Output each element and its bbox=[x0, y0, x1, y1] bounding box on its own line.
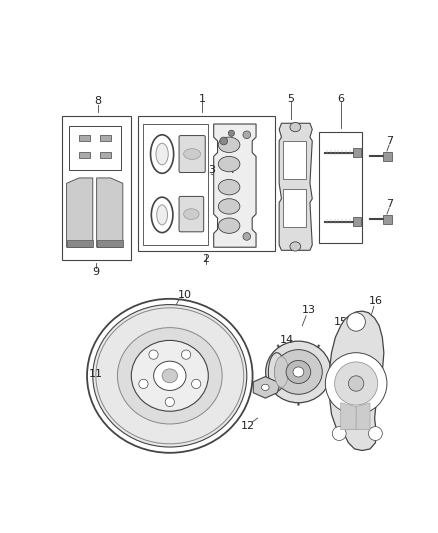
Circle shape bbox=[349, 376, 364, 391]
Bar bbox=[319, 132, 362, 243]
Circle shape bbox=[332, 426, 346, 440]
Text: 9: 9 bbox=[92, 267, 99, 277]
Circle shape bbox=[347, 313, 365, 331]
Text: 8: 8 bbox=[95, 96, 102, 106]
Ellipse shape bbox=[275, 357, 288, 387]
Text: 1: 1 bbox=[199, 94, 206, 103]
Text: 7: 7 bbox=[386, 136, 393, 146]
Ellipse shape bbox=[87, 299, 253, 453]
Bar bbox=[383, 215, 392, 224]
Circle shape bbox=[325, 353, 387, 414]
Ellipse shape bbox=[218, 137, 240, 152]
Ellipse shape bbox=[151, 135, 173, 173]
Bar bbox=[100, 135, 110, 141]
Text: 14: 14 bbox=[280, 335, 294, 345]
Ellipse shape bbox=[151, 197, 173, 232]
Circle shape bbox=[149, 350, 158, 359]
Ellipse shape bbox=[131, 341, 208, 411]
Ellipse shape bbox=[156, 143, 168, 165]
Text: 2: 2 bbox=[202, 254, 209, 264]
Bar bbox=[79, 152, 90, 158]
Ellipse shape bbox=[268, 353, 285, 391]
Polygon shape bbox=[67, 239, 93, 247]
Circle shape bbox=[139, 379, 148, 389]
Text: 6: 6 bbox=[337, 94, 344, 103]
Text: 15: 15 bbox=[334, 317, 348, 327]
Bar bbox=[100, 152, 110, 158]
Ellipse shape bbox=[218, 199, 240, 214]
Ellipse shape bbox=[184, 149, 201, 159]
Circle shape bbox=[220, 137, 228, 145]
Ellipse shape bbox=[184, 209, 199, 220]
Text: 13: 13 bbox=[301, 305, 315, 316]
Polygon shape bbox=[356, 403, 370, 430]
Circle shape bbox=[368, 426, 382, 440]
Text: 12: 12 bbox=[241, 421, 255, 431]
Polygon shape bbox=[341, 403, 356, 430]
Bar bbox=[353, 148, 361, 157]
Ellipse shape bbox=[218, 218, 240, 233]
Ellipse shape bbox=[290, 242, 301, 251]
Text: 11: 11 bbox=[89, 369, 103, 379]
Ellipse shape bbox=[275, 350, 322, 394]
Ellipse shape bbox=[339, 340, 350, 350]
Polygon shape bbox=[97, 239, 123, 247]
Ellipse shape bbox=[154, 361, 186, 391]
Ellipse shape bbox=[93, 304, 247, 447]
Polygon shape bbox=[253, 377, 279, 398]
Text: 10: 10 bbox=[178, 290, 192, 300]
Bar bbox=[138, 116, 276, 251]
Bar bbox=[79, 135, 90, 141]
Ellipse shape bbox=[243, 232, 251, 240]
Circle shape bbox=[335, 362, 378, 405]
Bar bbox=[143, 124, 208, 245]
Circle shape bbox=[191, 379, 201, 389]
FancyBboxPatch shape bbox=[179, 135, 205, 173]
Bar bbox=[383, 152, 392, 161]
Text: 3: 3 bbox=[208, 165, 215, 175]
Ellipse shape bbox=[290, 123, 301, 132]
Ellipse shape bbox=[293, 367, 304, 377]
Circle shape bbox=[165, 398, 174, 407]
Polygon shape bbox=[67, 178, 93, 247]
Bar bbox=[283, 189, 306, 227]
Circle shape bbox=[228, 130, 234, 136]
Bar bbox=[69, 126, 121, 170]
Bar bbox=[283, 141, 306, 180]
Bar bbox=[62, 116, 131, 260]
Text: 5: 5 bbox=[287, 94, 294, 103]
Polygon shape bbox=[329, 311, 384, 450]
Ellipse shape bbox=[218, 156, 240, 172]
Polygon shape bbox=[214, 124, 256, 247]
Ellipse shape bbox=[157, 205, 167, 225]
Ellipse shape bbox=[243, 131, 251, 139]
Circle shape bbox=[181, 350, 191, 359]
Ellipse shape bbox=[266, 341, 331, 403]
Text: 7: 7 bbox=[386, 199, 393, 209]
Text: 16: 16 bbox=[368, 296, 382, 306]
Polygon shape bbox=[97, 178, 123, 247]
Ellipse shape bbox=[162, 369, 177, 383]
Ellipse shape bbox=[286, 360, 311, 384]
Polygon shape bbox=[279, 123, 312, 251]
Ellipse shape bbox=[218, 180, 240, 195]
Text: 4: 4 bbox=[228, 165, 235, 175]
Ellipse shape bbox=[261, 384, 269, 391]
Bar bbox=[353, 217, 361, 227]
Ellipse shape bbox=[117, 328, 222, 424]
FancyBboxPatch shape bbox=[179, 196, 204, 232]
